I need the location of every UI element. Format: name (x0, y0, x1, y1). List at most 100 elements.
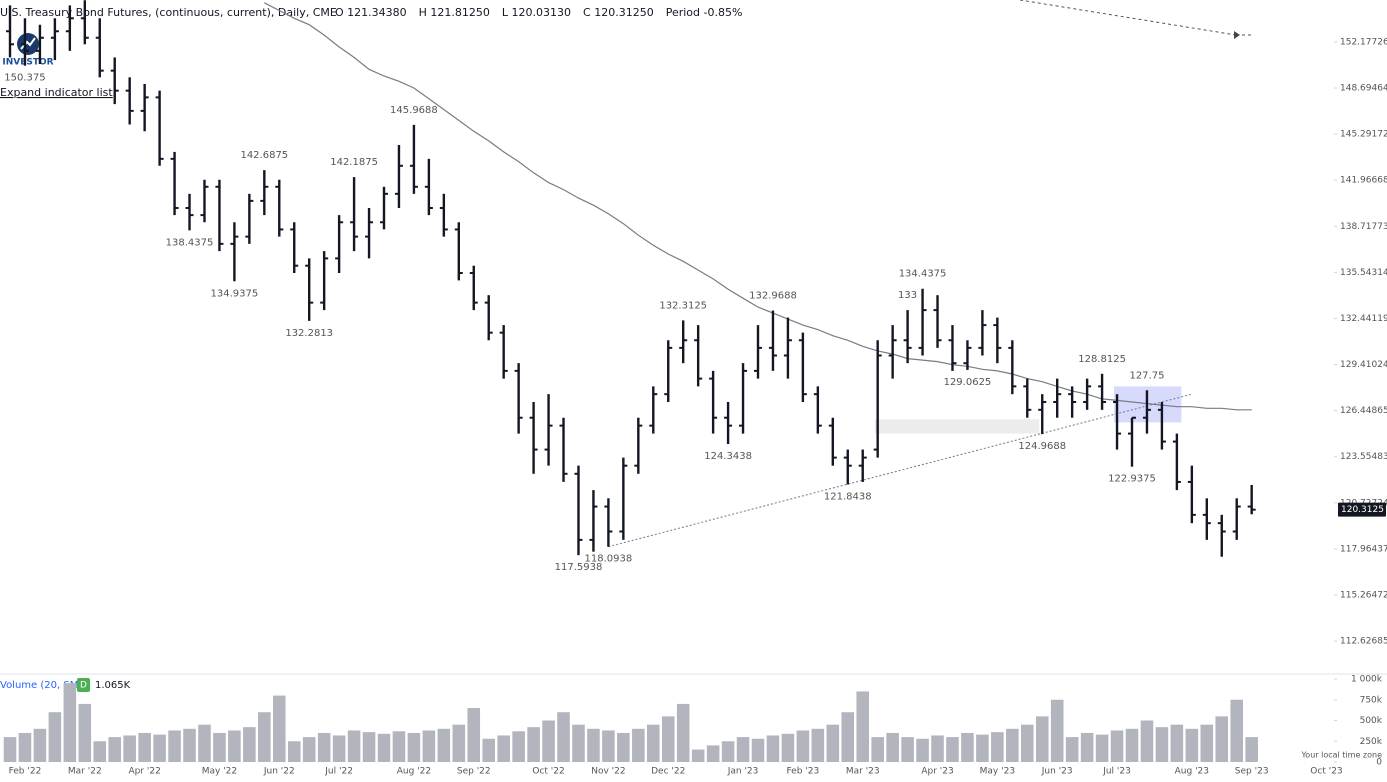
price-tag: 120.3125 (1341, 505, 1384, 515)
volume-badge: D (80, 681, 87, 691)
volume-bar (811, 728, 825, 762)
ohlc-bar (1068, 386, 1077, 418)
expand-indicators[interactable]: Expand indicator list (0, 86, 113, 99)
volume-bar (1006, 728, 1019, 762)
x-tick-label: Apr '23 (921, 767, 953, 777)
pivot-low-label: 134.9375 (211, 288, 259, 299)
price-tag-bg (1338, 502, 1386, 517)
volume-bar (946, 737, 959, 762)
volume-bar (213, 732, 226, 762)
ohlc-bar (215, 179, 224, 252)
ohlc-bar (544, 394, 553, 466)
y-tick-label: 148.69464 (1340, 84, 1387, 94)
ohlc-bar (1098, 373, 1107, 410)
ohlc-bar (664, 340, 673, 402)
volume-bar (467, 708, 481, 762)
ohlc-bar (514, 363, 523, 434)
volume-bar (1140, 720, 1154, 762)
ohlc-bar (963, 340, 972, 370)
volume-bar (452, 724, 466, 762)
volume-bar (572, 724, 585, 762)
volume-bar (138, 732, 151, 762)
volume-bar (1095, 734, 1109, 762)
ohlc-bar (469, 265, 478, 311)
ohlc-bar (380, 186, 388, 230)
volume-bar (1215, 716, 1229, 762)
ohlc-bar (858, 449, 867, 482)
volume-bar (347, 730, 361, 762)
volume-bar (93, 741, 107, 762)
volume-bar (1080, 732, 1094, 762)
volume-bar (676, 703, 690, 762)
ohlc-bar (903, 310, 912, 364)
y-tick-label: 117.96437 (1340, 544, 1387, 554)
pivot-low-label: 124.3438 (704, 451, 752, 462)
y-tick-label: 145.29172 (1340, 130, 1387, 140)
header-value: O 121.34380 (335, 6, 407, 19)
volume-bar (48, 712, 62, 762)
ohlc-bar (529, 401, 538, 474)
pivot-low-label: 138.4375 (166, 237, 214, 248)
volume-bar (1035, 716, 1049, 762)
ohlc-bar (709, 370, 718, 434)
ohlc-bar (80, 0, 89, 45)
volume-tick-label: 1 000k (1351, 675, 1383, 685)
x-tick-label: Oct '23 (1310, 767, 1342, 777)
pivot-high-label: 128.8125 (1078, 354, 1126, 365)
volume-bar (18, 732, 32, 762)
volume-bar (976, 734, 989, 762)
x-tick-label: May '23 (980, 767, 1015, 777)
ohlc-bar (559, 417, 568, 482)
y-tick-label: 129.41024 (1340, 360, 1387, 370)
ohlc-bar (260, 170, 269, 216)
volume-bar (1050, 699, 1064, 762)
x-tick-label: Mar '22 (68, 767, 102, 777)
header-value: L 120.03130 (502, 6, 571, 19)
volume-bar (198, 724, 211, 762)
pivot-high-label: 134.4375 (899, 269, 947, 280)
volume-bar (856, 691, 870, 762)
volume-bar (3, 737, 17, 762)
volume-bar (617, 732, 630, 762)
volume-bar (33, 728, 47, 762)
ohlc-bar (50, 18, 59, 61)
ohlc-bar (843, 449, 852, 485)
pivot-high-label: 127.75 (1129, 370, 1164, 381)
volume-tick-label: 250k (1360, 737, 1383, 747)
volume-bar (1170, 724, 1184, 762)
ohlc-bar (484, 295, 493, 341)
y-tick-label: 135.54314 (1340, 268, 1387, 278)
pivot-high-label: 145.9688 (390, 105, 438, 116)
volume-bar (377, 733, 391, 762)
x-tick-label: Feb '22 (9, 767, 42, 777)
ohlc-bar (754, 325, 762, 379)
ohlc-bar (783, 317, 792, 379)
x-tick-label: Jan '23 (727, 767, 759, 777)
volume-bar (228, 730, 241, 762)
ohlc-bar (1217, 514, 1226, 557)
pivot-high-label: 142.6875 (240, 150, 288, 161)
ohlc-bar (694, 325, 703, 387)
volume-bar (751, 738, 765, 762)
ohlc-bar (813, 386, 822, 434)
volume-bar (332, 735, 346, 762)
volume-badge-bg (77, 678, 90, 692)
volume-bar (826, 724, 840, 762)
volume-bar (706, 745, 720, 762)
x-tick-label: Jul '22 (324, 767, 353, 777)
volume-bar (602, 730, 615, 762)
ohlc-bar (125, 77, 134, 125)
ohlc-bar (140, 83, 149, 132)
pivot-low-label: 121.8438 (824, 491, 872, 502)
logo-text: INVESTOR (2, 58, 53, 68)
ohlc-bar (978, 310, 987, 356)
y-tick-label: 138.71773 (1340, 222, 1387, 232)
volume-last: 1.065K (95, 680, 131, 691)
ohlc-bar (170, 151, 179, 216)
arrow-head (1234, 31, 1240, 39)
trendline (608, 393, 1192, 548)
chart-title: U.S. Treasury Bond Futures, (continuous,… (0, 6, 337, 19)
ohlc-bar (1232, 498, 1241, 540)
ohlc-bar (1083, 378, 1092, 410)
volume-bar (587, 728, 600, 762)
